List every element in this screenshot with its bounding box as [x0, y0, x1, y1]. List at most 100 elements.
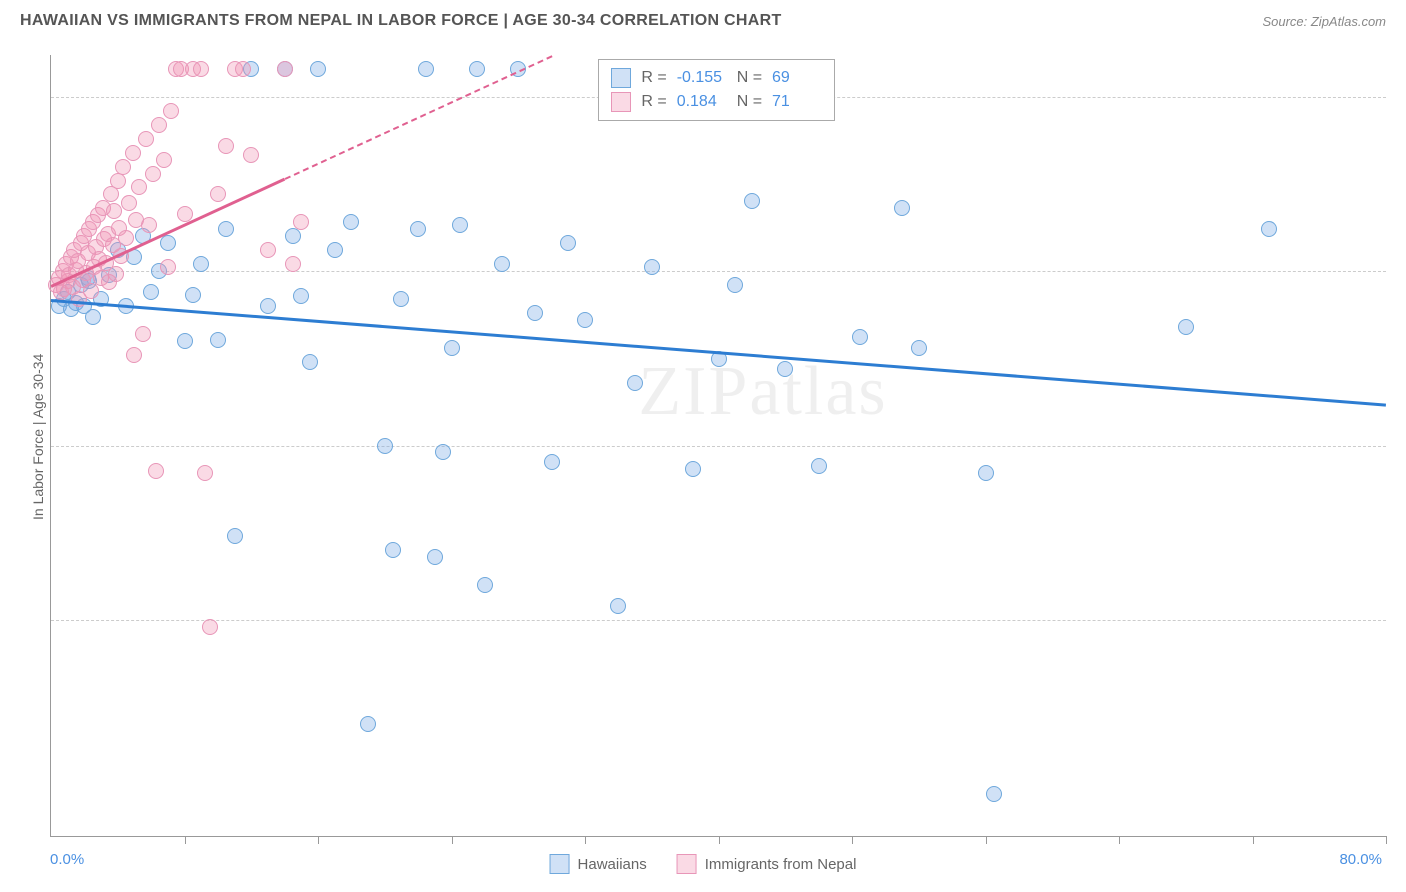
x-tick: [1386, 836, 1387, 844]
data-point: [218, 221, 234, 237]
stat-label: N =: [737, 69, 762, 87]
stat-label: N =: [737, 93, 762, 111]
data-point: [260, 298, 276, 314]
data-point: [243, 147, 259, 163]
series-swatch: [611, 68, 631, 88]
data-point: [418, 61, 434, 77]
data-point: [610, 598, 626, 614]
legend-swatch: [677, 854, 697, 874]
y-tick-label: 75.0%: [1398, 437, 1406, 454]
x-tick: [452, 836, 453, 844]
data-point: [163, 103, 179, 119]
legend-label: Immigrants from Nepal: [705, 856, 857, 873]
stats-row: R =0.184N =71: [611, 90, 822, 114]
data-point: [151, 117, 167, 133]
data-point: [452, 217, 468, 233]
data-point: [126, 347, 142, 363]
x-axis-end-label: 80.0%: [1339, 851, 1382, 868]
data-point: [385, 542, 401, 558]
data-point: [193, 61, 209, 77]
data-point: [393, 291, 409, 307]
stats-row: R = -0.155 N = 69: [611, 66, 822, 90]
stat-label: R =: [641, 69, 666, 87]
data-point: [1178, 319, 1194, 335]
data-point: [685, 461, 701, 477]
chart-legend: Hawaiians Immigrants from Nepal: [550, 854, 857, 874]
data-point: [145, 166, 161, 182]
x-tick: [318, 836, 319, 844]
data-point: [108, 266, 124, 282]
data-point: [544, 454, 560, 470]
data-point: [477, 577, 493, 593]
data-point: [560, 235, 576, 251]
data-point: [235, 61, 251, 77]
data-point: [85, 309, 101, 325]
data-point: [138, 131, 154, 147]
data-point: [148, 463, 164, 479]
data-point: [260, 242, 276, 258]
data-point: [143, 284, 159, 300]
x-axis-start-label: 0.0%: [50, 851, 84, 868]
data-point: [115, 159, 131, 175]
x-tick: [719, 836, 720, 844]
stat-r-value: -0.155: [677, 69, 727, 87]
trend-line: [51, 299, 1386, 406]
legend-label: Hawaiians: [578, 856, 647, 873]
x-tick: [1253, 836, 1254, 844]
data-point: [427, 549, 443, 565]
chart-plot-area: 62.5%75.0%87.5%100.0% ZIPatlas R =-0.155…: [50, 55, 1386, 837]
data-point: [106, 203, 122, 219]
data-point: [377, 438, 393, 454]
data-point: [494, 256, 510, 272]
x-tick: [185, 836, 186, 844]
data-point: [156, 152, 172, 168]
data-point: [444, 340, 460, 356]
data-point: [285, 228, 301, 244]
data-point: [193, 256, 209, 272]
data-point: [110, 173, 126, 189]
data-point: [185, 287, 201, 303]
data-point: [141, 217, 157, 233]
data-point: [210, 332, 226, 348]
data-point: [727, 277, 743, 293]
data-point: [277, 61, 293, 77]
gridline: [51, 620, 1386, 621]
data-point: [310, 61, 326, 77]
data-point: [777, 361, 793, 377]
data-point: [435, 444, 451, 460]
data-point: [197, 465, 213, 481]
data-point: [121, 195, 137, 211]
data-point: [125, 145, 141, 161]
data-point: [469, 61, 485, 77]
data-point: [218, 138, 234, 154]
data-point: [911, 340, 927, 356]
data-point: [410, 221, 426, 237]
correlation-stats-box: R =-0.155N =69R =0.184N =71: [598, 59, 835, 121]
data-point: [131, 179, 147, 195]
y-tick-label: 87.5%: [1398, 263, 1406, 280]
stat-label: R =: [641, 93, 666, 111]
x-tick: [986, 836, 987, 844]
y-axis-label: In Labor Force | Age 30-34: [30, 354, 46, 520]
data-point: [302, 354, 318, 370]
y-tick-label: 62.5%: [1398, 611, 1406, 628]
data-point: [135, 326, 151, 342]
x-tick: [1119, 836, 1120, 844]
data-point: [852, 329, 868, 345]
data-point: [285, 256, 301, 272]
data-point: [160, 259, 176, 275]
stat-n-value: 69: [772, 69, 822, 87]
data-point: [177, 333, 193, 349]
stat-r-value: 0.184: [677, 93, 727, 111]
gridline: [51, 446, 1386, 447]
data-point: [210, 186, 226, 202]
legend-swatch: [550, 854, 570, 874]
data-point: [160, 235, 176, 251]
gridline: [51, 271, 1386, 272]
data-point: [343, 214, 359, 230]
data-point: [360, 716, 376, 732]
y-tick-label: 100.0%: [1398, 88, 1406, 105]
data-point: [527, 305, 543, 321]
data-point: [577, 312, 593, 328]
source-attribution: Source: ZipAtlas.com: [1262, 14, 1386, 29]
